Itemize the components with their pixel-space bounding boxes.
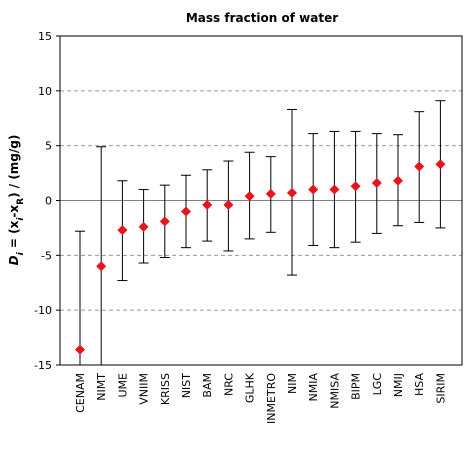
data-point-sirim xyxy=(435,159,446,170)
category-label: NIST xyxy=(180,373,193,398)
y-tick-label: -15 xyxy=(34,359,52,372)
y-tick-label: 5 xyxy=(45,140,52,153)
grid-layer xyxy=(60,90,462,311)
category-label: BAM xyxy=(201,373,214,398)
data-point-cenam xyxy=(75,344,85,355)
category-label: LGC xyxy=(371,373,384,396)
chart-title: Mass fraction of water xyxy=(186,11,338,25)
data-markers xyxy=(75,159,446,355)
category-label: NMISA xyxy=(328,373,341,409)
data-point-nrc xyxy=(223,199,234,210)
data-point-glhk xyxy=(244,191,255,202)
category-label: VNIIM xyxy=(138,373,151,405)
data-point-nimt xyxy=(96,261,107,272)
y-tick-label: -5 xyxy=(41,249,52,262)
category-label: BIPM xyxy=(350,373,363,400)
category-label: NMIA xyxy=(307,373,320,402)
data-point-kriss xyxy=(159,216,170,227)
category-label: NIM xyxy=(286,373,299,394)
category-label: UME xyxy=(116,373,129,398)
data-point-nist xyxy=(181,206,191,217)
category-label: NMIJ xyxy=(392,373,405,397)
y-tick-label: 15 xyxy=(38,30,52,43)
category-label: HSA xyxy=(413,373,426,396)
data-point-nmisa xyxy=(329,184,340,195)
category-label: NRC xyxy=(222,373,235,396)
data-point-nim xyxy=(287,187,297,198)
y-tick-label: -10 xyxy=(34,304,52,317)
y-axis-ticks: -15 -10 -5 0 5 10 15 xyxy=(34,30,60,372)
data-point-nmij xyxy=(393,175,403,186)
category-label: SIRIM xyxy=(434,373,447,404)
data-point-lgc xyxy=(371,177,382,188)
category-label: KRISS xyxy=(159,373,172,405)
category-label: GLHK xyxy=(244,372,257,403)
y-tick-label: 0 xyxy=(45,195,52,208)
category-label: CENAM xyxy=(74,373,87,413)
data-point-vniim xyxy=(138,221,149,232)
category-label: INMETRO xyxy=(265,373,278,424)
y-axis-label: Di = (xi-xR) / (mg/g) xyxy=(7,135,26,266)
x-axis-labels: CENAM NIMT UME VNIIM KRISS NIST BAM NRC GLHK INME… xyxy=(74,372,447,424)
data-point-inmetro xyxy=(265,188,276,199)
data-point-hsa xyxy=(414,161,425,172)
y-tick-label: 10 xyxy=(38,85,52,98)
data-point-bam xyxy=(202,199,213,210)
data-point-bipm xyxy=(350,181,361,192)
category-label: NIMT xyxy=(95,373,108,401)
data-point-ume xyxy=(117,225,128,236)
data-point-nmia xyxy=(308,184,319,195)
